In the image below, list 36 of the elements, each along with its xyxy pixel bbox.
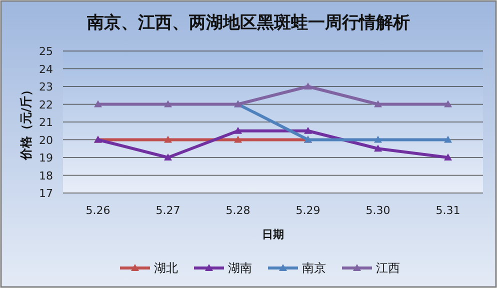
point	[374, 100, 382, 108]
point	[444, 136, 452, 143]
y-axis-title: 价格（元/斤）	[19, 84, 33, 162]
x-axis-title: 日期	[262, 228, 284, 241]
y-tick-label: 23	[39, 80, 53, 94]
y-tick-label: 18	[39, 169, 53, 182]
chart-title: 南京、江西、两湖地区黑斑蛙一周行情解析	[86, 13, 410, 33]
x-tick-label: 5.28	[226, 204, 250, 217]
y-tick-label: 17	[39, 187, 53, 200]
y-tick-label: 21	[39, 116, 53, 129]
point	[234, 136, 242, 143]
y-tick-label: 20	[39, 134, 53, 147]
point	[374, 136, 382, 143]
point	[164, 154, 172, 160]
legend-label: 南京	[302, 261, 326, 275]
point	[94, 100, 102, 108]
y-tick-label: 25	[39, 45, 53, 58]
x-tick-label: 5.30	[366, 204, 390, 217]
point	[304, 82, 312, 90]
x-tick-label: 5.26	[86, 204, 110, 217]
point	[374, 144, 382, 152]
point	[444, 100, 452, 108]
x-tick-label: 5.29	[296, 204, 320, 217]
x-tick-label: 5.27	[156, 204, 180, 217]
y-tick-label: 22	[39, 98, 53, 112]
legend-label: 湖南	[228, 261, 252, 275]
point	[164, 100, 172, 108]
legend-label: 湖北	[154, 261, 178, 275]
y-tick-label: 24	[39, 62, 53, 76]
legend-label: 江西	[376, 261, 400, 275]
point	[304, 126, 312, 134]
y-tick-label: 19	[39, 152, 53, 164]
x-tick-label: 5.31	[436, 204, 460, 217]
point	[444, 154, 452, 160]
point	[164, 136, 172, 143]
point	[234, 126, 242, 134]
